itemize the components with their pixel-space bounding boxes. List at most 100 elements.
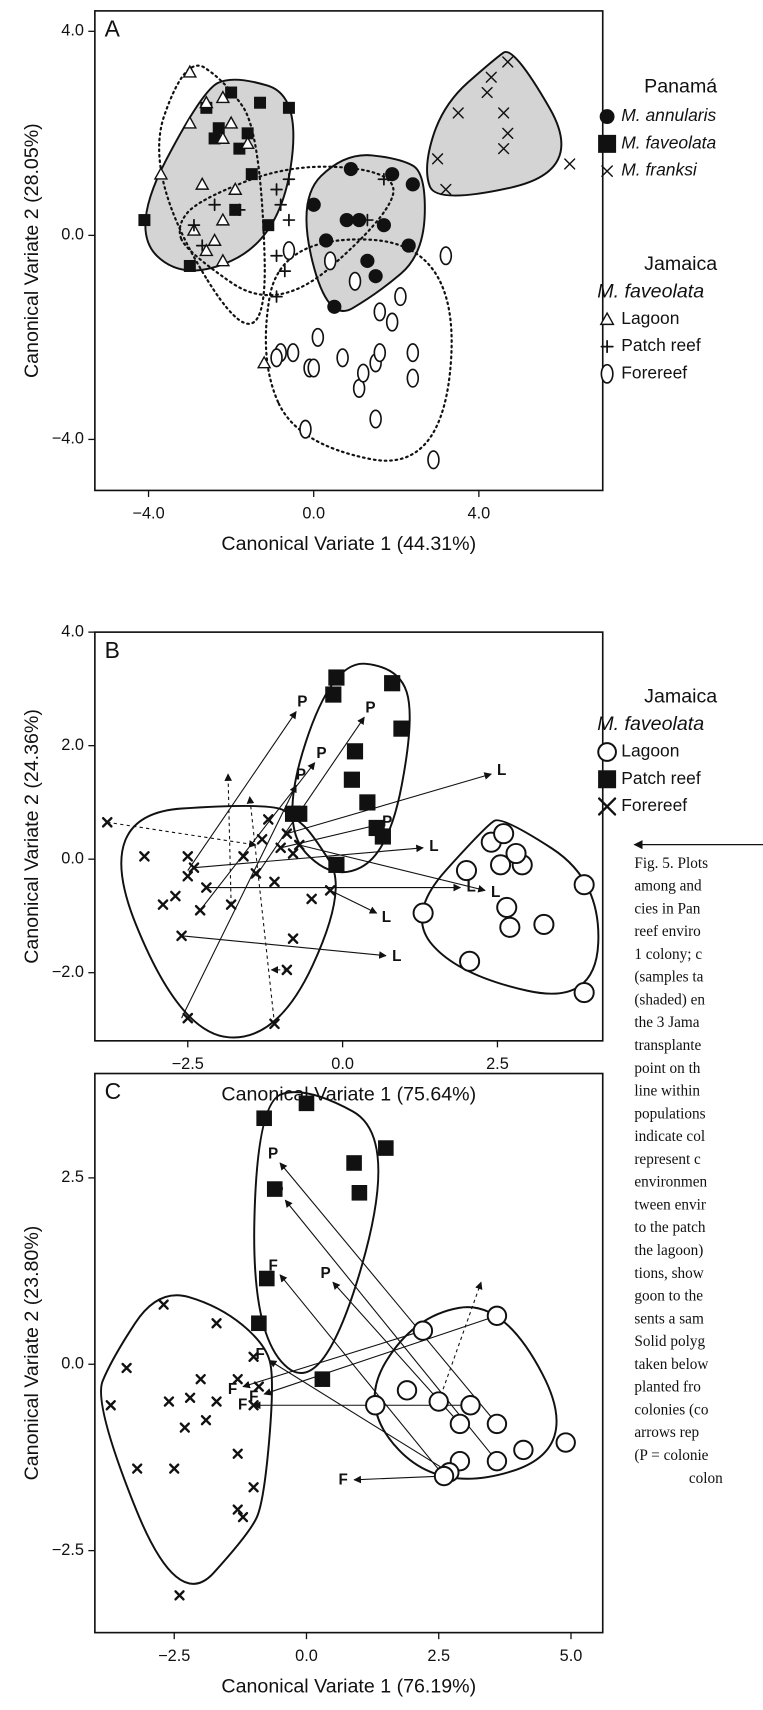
group-outline: [253, 1091, 380, 1374]
marker: [433, 1465, 455, 1487]
marker: [270, 290, 283, 303]
arrow-label: P: [321, 1265, 331, 1282]
marker: [385, 312, 399, 332]
group-outline: [120, 804, 337, 1039]
marker: [139, 851, 150, 862]
caption-line: sents a sam: [634, 1310, 704, 1327]
caption-line: tions, show: [634, 1265, 703, 1282]
marker: [319, 233, 334, 248]
marker: [555, 1432, 576, 1453]
marker: [323, 251, 337, 271]
group-outline: [426, 50, 563, 197]
marker: [184, 1392, 196, 1403]
y-tick-label: −2.0: [52, 963, 84, 981]
arrow-label: F: [268, 1257, 277, 1274]
legend-label: M. franksi: [621, 160, 698, 180]
marker: [307, 358, 320, 378]
legend-label: Patch reef: [621, 768, 701, 788]
marker: [440, 183, 452, 196]
caption-line: 1 colony; c: [634, 946, 702, 963]
marker: [256, 833, 268, 845]
marker: [225, 86, 238, 99]
marker: [452, 107, 464, 119]
marker: [212, 122, 225, 135]
marker: [394, 287, 407, 307]
legend-marker: [597, 797, 617, 816]
marker: [215, 212, 231, 226]
marker: [232, 1373, 243, 1385]
marker: [282, 241, 296, 261]
marker: [502, 127, 514, 139]
marker: [101, 816, 113, 828]
x-axis-label: Canonical Variate 1 (76.19%): [221, 1675, 476, 1697]
group-outline: [291, 662, 411, 874]
marker: [306, 893, 317, 905]
marker: [486, 1450, 508, 1472]
marker: [485, 71, 497, 83]
marker: [365, 1395, 386, 1416]
marker: [401, 238, 416, 253]
marker: [361, 213, 374, 227]
marker: [138, 214, 151, 227]
panel-letter: A: [105, 16, 121, 42]
marker: [373, 302, 387, 322]
legend-label: Lagoon: [621, 308, 679, 328]
marker: [182, 64, 198, 78]
caption-line: (P = colonie: [634, 1447, 708, 1464]
arrow-label: F: [238, 1396, 247, 1413]
legend-label: M. faveolata: [621, 132, 716, 152]
group-outline: [100, 1294, 273, 1585]
marker: [105, 1400, 116, 1411]
marker: [176, 930, 187, 942]
transplant-arrow: [279, 1274, 445, 1477]
marker: [253, 1381, 265, 1392]
marker: [270, 348, 283, 368]
marker: [199, 243, 214, 257]
arrow-label: L: [491, 884, 500, 901]
caption-line: goon to the: [634, 1288, 703, 1305]
marker: [573, 874, 595, 896]
marker: [179, 1422, 190, 1433]
marker: [158, 1299, 169, 1310]
legend-label: Patch reef: [621, 335, 701, 355]
caption-line: environmen: [634, 1174, 707, 1191]
x-tick-label: 0.0: [331, 1055, 354, 1073]
marker: [449, 1413, 471, 1435]
x-tick-label: 2.5: [486, 1055, 509, 1073]
caption-line: point on th: [634, 1060, 700, 1077]
marker: [200, 1414, 212, 1426]
marker: [262, 814, 274, 825]
marker: [493, 823, 515, 845]
panel-0: A −4.0 0.0 4.0 −4.0 0.0 4.0 Canonical Variate 1…: [21, 10, 717, 555]
marker: [251, 1315, 267, 1332]
marker: [293, 839, 305, 851]
marker: [153, 166, 169, 180]
marker: [286, 343, 300, 363]
legend-marker: [599, 311, 615, 326]
marker: [385, 167, 400, 182]
marker: [369, 409, 382, 429]
caption-line: (shaded) en: [634, 991, 705, 1008]
legend-subtitle: M. faveolata: [597, 713, 704, 735]
marker: [481, 86, 493, 99]
marker: [282, 172, 296, 186]
caption-line: planted fro: [634, 1379, 701, 1396]
marker: [502, 56, 514, 68]
marker: [207, 233, 222, 246]
marker: [269, 1018, 280, 1030]
caption-line: the 3 Jama: [634, 1014, 699, 1031]
marker: [237, 1511, 249, 1523]
marker: [327, 299, 342, 314]
marker: [498, 107, 510, 119]
marker: [270, 183, 283, 196]
transplant-arrow: [199, 762, 316, 911]
transplant-arrow: [438, 1281, 483, 1402]
x-tick-label: −2.5: [158, 1647, 190, 1665]
group-outline: [178, 165, 395, 297]
legend-marker: [601, 165, 613, 177]
marker: [486, 1305, 508, 1326]
transplant-arrow: [299, 844, 486, 893]
marker: [378, 1140, 394, 1156]
marker: [343, 161, 358, 177]
panel-2: C −2.5 0.0 2.5 5.0 −2.5 0.0 2.5 Canonical Variat…: [21, 1072, 604, 1697]
